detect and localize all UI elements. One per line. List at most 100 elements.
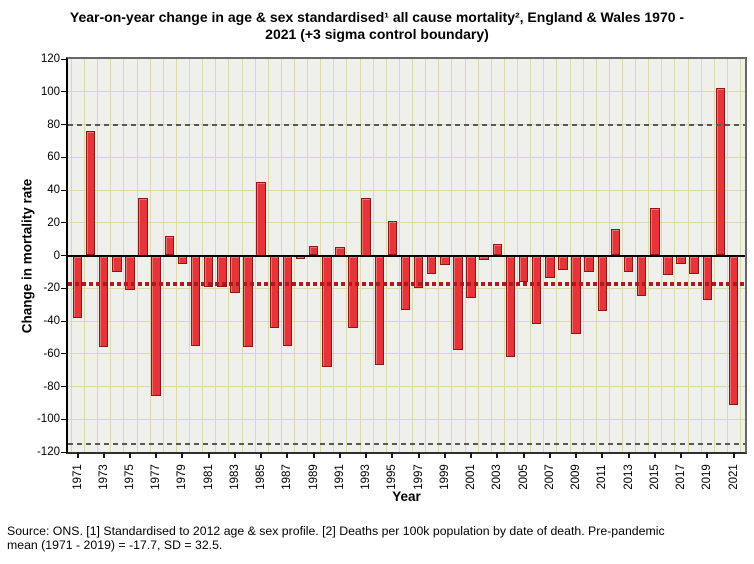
bar-1980 xyxy=(190,255,201,346)
y-tick-mark xyxy=(61,386,66,387)
x-tick-mark xyxy=(155,452,158,458)
y-tick-label: 20 xyxy=(47,216,60,229)
y-tick-label: -60 xyxy=(43,347,60,360)
y-tick-mark xyxy=(61,91,66,93)
x-tick-mark xyxy=(417,452,420,458)
zero-line xyxy=(68,254,745,257)
bar-2019 xyxy=(702,255,712,300)
y-tick-label: 100 xyxy=(40,85,60,98)
bar-1992 xyxy=(348,255,358,328)
bar-1985 xyxy=(256,181,266,256)
y-tick-label: 40 xyxy=(47,184,60,196)
y-tick-label: -80 xyxy=(43,380,60,393)
bar-2009 xyxy=(571,255,581,335)
x-tick-mark xyxy=(365,452,368,458)
y-tick-mark xyxy=(61,451,66,453)
x-tick-mark xyxy=(522,452,525,458)
upper-control-line xyxy=(68,123,745,126)
y-tick-mark xyxy=(61,58,66,60)
bar-2001 xyxy=(466,255,476,299)
horizontal-gridline xyxy=(68,91,745,93)
x-tick-mark xyxy=(732,452,735,458)
bar-1972 xyxy=(85,131,96,256)
y-tick-mark xyxy=(61,222,66,224)
y-tick-label: -20 xyxy=(43,282,60,295)
y-tick-label: 0 xyxy=(53,249,60,262)
x-tick-mark xyxy=(338,452,341,458)
x-tick-mark xyxy=(601,452,604,458)
horizontal-gridline xyxy=(68,222,745,224)
x-tick-mark xyxy=(548,452,551,458)
plot-area xyxy=(66,57,747,454)
bar-2018 xyxy=(689,255,699,274)
y-tick-mark xyxy=(61,418,66,420)
y-tick-mark xyxy=(61,156,66,158)
x-tick-mark xyxy=(706,452,709,458)
x-tick-mark xyxy=(128,452,131,458)
y-tick-label: -100 xyxy=(36,413,60,426)
source-note-line2: mean (1971 - 2019) = -17.7, SD = 32.5. xyxy=(7,538,223,552)
x-tick-mark xyxy=(443,452,446,458)
x-tick-mark xyxy=(260,452,263,458)
bar-2021 xyxy=(728,255,739,405)
x-tick-mark xyxy=(207,452,210,458)
y-tick-label: 60 xyxy=(47,151,60,164)
bar-1990 xyxy=(322,255,332,367)
x-tick-mark xyxy=(312,452,315,458)
bar-1998 xyxy=(426,255,437,274)
horizontal-gridline xyxy=(68,386,745,387)
bar-2008 xyxy=(558,255,568,271)
x-tick-mark xyxy=(496,452,499,458)
bar-1993 xyxy=(361,198,371,256)
bar-1995 xyxy=(387,221,398,256)
x-tick-mark xyxy=(102,452,105,458)
y-tick-label: 80 xyxy=(47,118,60,131)
bar-1973 xyxy=(98,255,109,348)
y-tick-mark xyxy=(61,255,66,256)
bar-2004 xyxy=(505,255,516,358)
chart-title: Year-on-year change in age & sex standar… xyxy=(0,9,754,43)
bar-2013 xyxy=(623,255,634,272)
y-tick-label: -120 xyxy=(36,446,60,458)
bar-2005 xyxy=(518,255,529,282)
bar-1999 xyxy=(440,255,450,266)
x-tick-mark xyxy=(627,452,630,458)
x-tick-mark xyxy=(653,452,656,458)
chart-title-line1: Year-on-year change in age & sex standar… xyxy=(69,9,685,25)
bar-2012 xyxy=(610,229,621,256)
y-tick-mark xyxy=(61,320,66,322)
bar-2006 xyxy=(531,255,542,325)
bar-2007 xyxy=(545,255,555,279)
bar-1984 xyxy=(243,255,253,348)
source-note: Source: ONS. [1] Standardised to 2012 ag… xyxy=(7,524,752,552)
mean-line xyxy=(68,282,745,287)
bar-1994 xyxy=(374,255,384,366)
source-note-line1: Source: ONS. [1] Standardised to 2012 ag… xyxy=(7,524,665,538)
y-tick-label: -40 xyxy=(43,315,60,327)
bar-1983 xyxy=(230,255,240,294)
bar-2014 xyxy=(636,255,647,297)
x-axis-title: Year xyxy=(392,489,421,504)
bar-1974 xyxy=(112,255,122,272)
bar-1979 xyxy=(177,255,188,264)
x-tick-mark xyxy=(680,452,683,458)
y-tick-mark xyxy=(61,353,66,355)
horizontal-gridline xyxy=(68,189,745,191)
x-tick-mark xyxy=(575,452,578,458)
horizontal-gridline xyxy=(68,156,745,158)
bar-1971 xyxy=(72,255,83,318)
chart-title-line2: 2021 (+3 sigma control boundary) xyxy=(265,26,489,42)
bar-1976 xyxy=(138,198,148,256)
bar-2010 xyxy=(584,255,594,272)
horizontal-gridline xyxy=(68,418,745,420)
x-tick-mark xyxy=(286,452,289,458)
x-tick-mark xyxy=(470,452,473,458)
bar-1977 xyxy=(151,255,161,397)
x-tick-mark xyxy=(391,452,394,458)
bar-2000 xyxy=(453,255,463,351)
bar-1978 xyxy=(164,235,175,256)
x-tick-mark xyxy=(233,452,236,458)
y-tick-label: 120 xyxy=(40,53,60,65)
bar-1987 xyxy=(282,255,293,346)
